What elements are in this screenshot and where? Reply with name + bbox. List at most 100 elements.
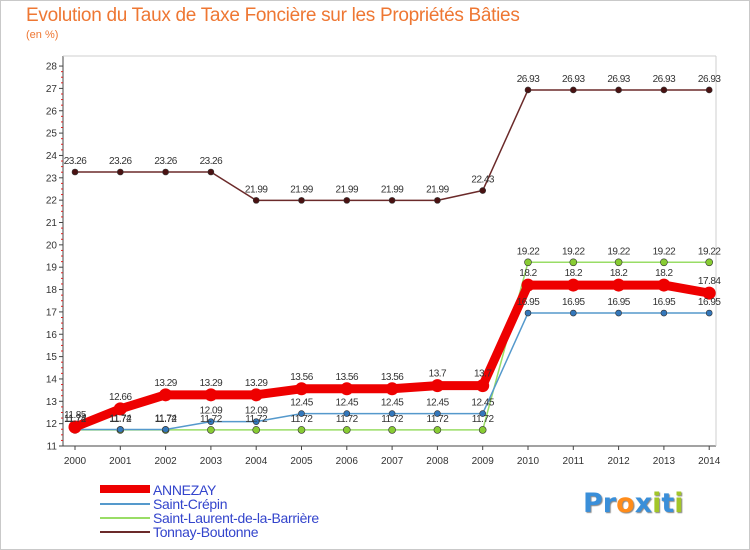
data-label-saint-crepin: 16.95 [698, 297, 721, 308]
x-tick-label: 2012 [607, 456, 630, 467]
data-label-saint-laurent-de-la-barriere: 11.72 [472, 414, 495, 425]
data-label-annezay: 18.2 [610, 268, 628, 279]
y-tick-label: 16 [46, 330, 58, 341]
y-tick-label: 23 [46, 173, 58, 184]
data-point-tonnay-boutonne [479, 187, 487, 194]
legend-swatch-tonnay-boutonne [100, 531, 150, 533]
y-tick-label: 24 [46, 151, 58, 162]
chart-subtitle: (en %) [26, 29, 59, 41]
data-label-saint-crepin: 16.95 [517, 297, 540, 308]
legend-item-annezay: ANNEZAY [100, 482, 400, 498]
data-point-saint-laurent-de-la-barriere [207, 426, 215, 434]
x-tick-label: 2000 [64, 456, 87, 467]
data-point-saint-crepin [569, 309, 577, 317]
logo-letter: o [616, 488, 635, 519]
data-label-saint-laurent-de-la-barriere: 19.22 [698, 246, 721, 257]
data-label-annezay: 12.66 [109, 392, 132, 403]
data-label-tonnay-boutonne: 26.93 [698, 74, 721, 85]
data-label-tonnay-boutonne: 21.99 [290, 184, 313, 195]
data-label-saint-crepin: 11.74 [109, 413, 132, 424]
data-label-saint-laurent-de-la-barriere: 19.22 [607, 246, 630, 257]
logo-letter: x [634, 488, 653, 519]
data-label-tonnay-boutonne: 26.93 [517, 74, 540, 85]
data-point-tonnay-boutonne [117, 168, 124, 176]
data-point-saint-laurent-de-la-barriere [433, 426, 442, 434]
data-label-tonnay-boutonne: 21.99 [336, 184, 359, 195]
legend-label-tonnay-boutonne: Tonnay-Boutonne [153, 524, 259, 540]
data-label-tonnay-boutonne: 26.93 [562, 74, 585, 85]
y-tick-label: 12 [46, 419, 58, 430]
data-label-annezay: 13.56 [336, 372, 359, 383]
data-point-tonnay-boutonne [388, 197, 396, 204]
data-point-saint-laurent-de-la-barriere [660, 258, 668, 267]
y-tick-label: 20 [46, 240, 58, 251]
data-label-saint-laurent-de-la-barriere: 11.72 [155, 414, 178, 425]
data-point-annezay [68, 420, 82, 434]
data-point-saint-laurent-de-la-barriere [705, 258, 714, 267]
y-tick-label: 13 [46, 397, 58, 408]
legend-label-saint-crepin: Saint-Crépin [153, 496, 228, 512]
data-point-annezay [385, 382, 399, 396]
data-label-tonnay-boutonne: 23.26 [109, 156, 132, 167]
legend-item-saint-laurent: Saint-Laurent-de-la-Barrière [100, 510, 400, 526]
legend-label-saint-laurent: Saint-Laurent-de-la-Barrière [153, 510, 319, 526]
chart-legend: ANNEZAY Saint-Crépin Saint-Laurent-de-la… [100, 482, 400, 540]
legend-swatch-saint-crepin [100, 503, 150, 505]
data-point-saint-crepin [434, 410, 441, 417]
data-point-saint-crepin [298, 410, 305, 417]
data-point-saint-laurent-de-la-barriere [297, 426, 306, 434]
data-point-tonnay-boutonne [252, 197, 260, 204]
x-tick-label: 2001 [109, 456, 132, 467]
data-point-saint-laurent-de-la-barriere [252, 426, 261, 434]
data-label-saint-laurent-de-la-barriere: 11.72 [427, 414, 450, 425]
x-tick-label: 2006 [336, 456, 359, 467]
data-point-tonnay-boutonne [434, 197, 441, 204]
data-label-annezay: 13.29 [245, 378, 268, 389]
logo-letter: t [661, 488, 675, 519]
legend-item-saint-crepin: Saint-Crépin [100, 496, 400, 512]
data-label-saint-crepin: 11.74 [64, 413, 87, 424]
y-tick-label: 17 [46, 307, 58, 318]
data-point-annezay [702, 286, 716, 300]
data-point-saint-crepin [705, 309, 713, 317]
data-point-saint-crepin [162, 426, 169, 433]
data-label-annezay: 13.56 [290, 372, 313, 383]
data-label-tonnay-boutonne: 23.26 [200, 156, 223, 167]
y-tick-label: 22 [46, 196, 58, 207]
y-tick-label: 15 [46, 352, 58, 363]
y-tick-label: 25 [46, 129, 58, 140]
chart-data-labels: 23.26 23.26 23.26 23.26 21.99 21.99 21.99 21.99… [64, 74, 722, 425]
data-label-annezay: 13.29 [200, 378, 223, 389]
data-point-annezay [521, 278, 535, 292]
logo-letter: r [602, 488, 617, 519]
y-tick-label: 19 [46, 263, 58, 274]
data-point-tonnay-boutonne [524, 86, 532, 94]
data-point-tonnay-boutonne [71, 168, 79, 176]
data-label-annezay: 13.56 [381, 372, 404, 383]
data-point-annezay [204, 388, 218, 402]
data-point-annezay [476, 379, 490, 393]
data-label-saint-crepin: 12.09 [200, 406, 223, 417]
logo-letter: P [583, 488, 603, 519]
data-label-saint-laurent-de-la-barriere: 11.72 [336, 414, 359, 425]
data-point-saint-crepin [524, 309, 532, 317]
data-point-tonnay-boutonne [298, 197, 305, 204]
data-label-tonnay-boutonne: 26.93 [653, 74, 676, 85]
data-label-saint-laurent-de-la-barriere: 11.72 [200, 414, 223, 425]
data-label-annezay: 13.7 [429, 369, 447, 380]
data-label-tonnay-boutonne: 26.93 [607, 74, 630, 85]
legend-item-tonnay-boutonne: Tonnay-Boutonne [100, 524, 400, 540]
data-point-tonnay-boutonne [569, 86, 577, 94]
data-label-saint-laurent-de-la-barriere: 19.22 [653, 246, 676, 257]
data-point-saint-crepin [479, 410, 487, 417]
data-label-saint-crepin: 16.95 [562, 297, 585, 308]
legend-swatch-annezay [100, 485, 150, 493]
x-tick-label: 2007 [381, 456, 404, 467]
data-label-annezay: 13.29 [154, 378, 177, 389]
legend-label-annezay: ANNEZAY [153, 482, 216, 498]
data-label-saint-crepin: 16.95 [607, 297, 630, 308]
data-label-tonnay-boutonne: 23.26 [64, 156, 87, 167]
data-point-saint-crepin [615, 309, 622, 317]
data-label-saint-laurent-de-la-barriere: 11.72 [64, 414, 87, 425]
data-point-saint-laurent-de-la-barriere [569, 258, 578, 267]
